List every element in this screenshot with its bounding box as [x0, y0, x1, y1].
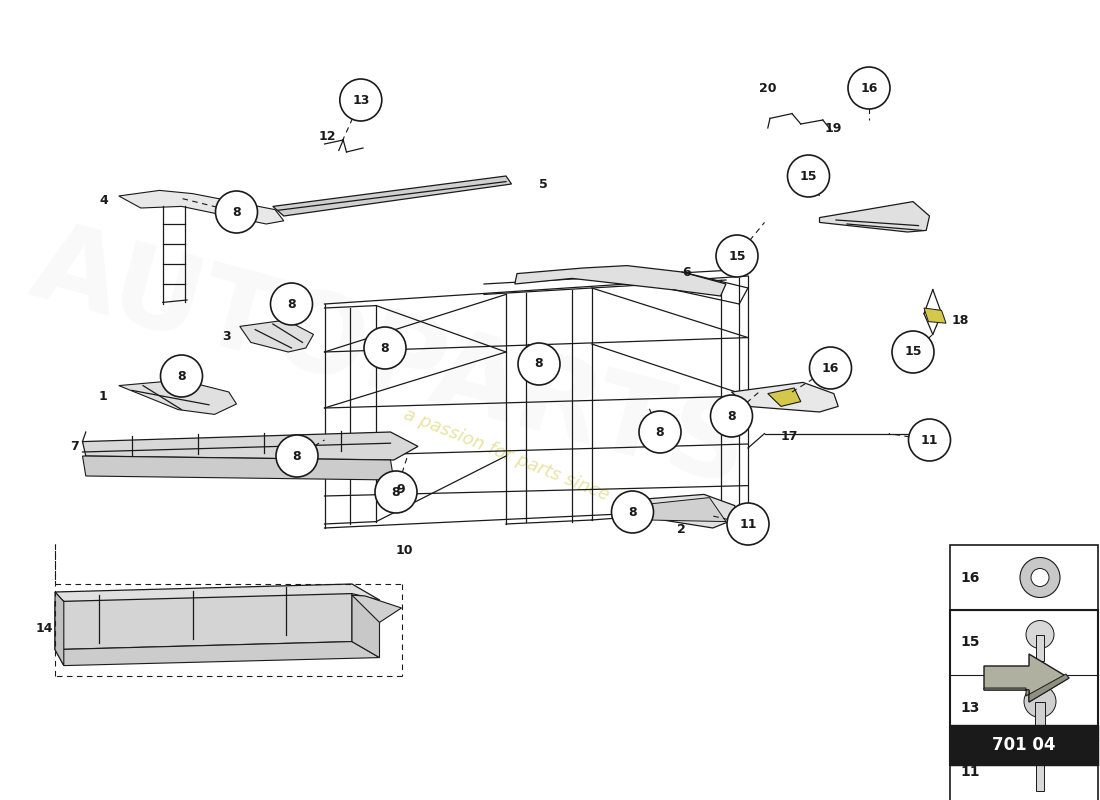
Polygon shape [632, 494, 737, 528]
Circle shape [711, 395, 752, 437]
Circle shape [276, 435, 318, 477]
Text: 19: 19 [825, 122, 843, 134]
Text: 7: 7 [70, 440, 79, 453]
Polygon shape [82, 432, 418, 460]
Text: 8: 8 [392, 486, 400, 498]
Text: 8: 8 [628, 506, 637, 518]
Text: 6: 6 [682, 266, 691, 278]
Polygon shape [984, 674, 1069, 702]
Text: 2: 2 [676, 523, 685, 536]
Text: 8: 8 [232, 206, 241, 218]
Circle shape [716, 235, 758, 277]
Polygon shape [55, 642, 380, 666]
Text: 15: 15 [960, 635, 980, 650]
Polygon shape [649, 498, 726, 522]
Circle shape [271, 283, 312, 325]
Text: AUTOPARTS: AUTOPARTS [20, 213, 760, 507]
Text: 11: 11 [960, 766, 980, 779]
Bar [1034, 754, 1046, 762]
Circle shape [639, 411, 681, 453]
Text: 8: 8 [535, 358, 543, 370]
Text: 9: 9 [396, 483, 405, 496]
Text: 701 04: 701 04 [992, 736, 1056, 754]
Polygon shape [55, 584, 380, 602]
Circle shape [1031, 569, 1049, 586]
Bar [950, 610, 1098, 765]
Text: a passion for parts since 1985: a passion for parts since 1985 [400, 406, 659, 524]
Text: 15: 15 [800, 170, 817, 182]
Bar [950, 725, 1098, 765]
Text: 8: 8 [727, 410, 736, 422]
Text: 3: 3 [222, 330, 231, 342]
Text: 20: 20 [759, 82, 777, 94]
Polygon shape [820, 202, 930, 232]
Polygon shape [119, 380, 236, 414]
Polygon shape [352, 594, 379, 658]
Bar [1035, 702, 1045, 726]
Polygon shape [924, 308, 946, 323]
Bar [950, 545, 1098, 800]
Text: 5: 5 [539, 178, 548, 190]
Text: 8: 8 [293, 450, 301, 462]
Circle shape [1026, 621, 1054, 649]
Polygon shape [119, 190, 284, 224]
Text: 12: 12 [319, 130, 337, 142]
Circle shape [848, 67, 890, 109]
Bar [1036, 762, 1044, 790]
Polygon shape [240, 320, 314, 352]
Text: 13: 13 [352, 94, 370, 106]
Circle shape [340, 79, 382, 121]
Polygon shape [55, 594, 352, 650]
Text: 16: 16 [822, 362, 839, 374]
Polygon shape [515, 266, 726, 296]
Circle shape [727, 503, 769, 545]
Text: 1: 1 [99, 390, 108, 402]
Text: 8: 8 [656, 426, 664, 438]
Text: 15: 15 [728, 250, 746, 262]
Text: 14: 14 [35, 622, 53, 634]
Circle shape [788, 155, 829, 197]
Text: 13: 13 [960, 701, 980, 714]
Circle shape [892, 331, 934, 373]
Circle shape [161, 355, 202, 397]
Polygon shape [732, 382, 838, 412]
Circle shape [1024, 686, 1056, 718]
Text: 11: 11 [739, 518, 757, 530]
Text: 16: 16 [960, 570, 980, 585]
Circle shape [518, 343, 560, 385]
Circle shape [909, 419, 950, 461]
Circle shape [216, 191, 257, 233]
Text: 10: 10 [396, 544, 414, 557]
Text: 17: 17 [781, 430, 799, 442]
Text: 8: 8 [177, 370, 186, 382]
Text: 8: 8 [381, 342, 389, 354]
Text: 18: 18 [952, 314, 969, 326]
Text: 15: 15 [904, 346, 922, 358]
Text: 4: 4 [99, 194, 108, 206]
Polygon shape [273, 176, 512, 216]
Polygon shape [55, 592, 64, 666]
Circle shape [364, 327, 406, 369]
Bar [1036, 634, 1044, 661]
Text: 8: 8 [287, 298, 296, 310]
Polygon shape [984, 654, 1069, 702]
Text: 11: 11 [921, 434, 938, 446]
Text: 16: 16 [860, 82, 878, 94]
Polygon shape [352, 595, 402, 622]
Polygon shape [768, 388, 801, 406]
Polygon shape [82, 456, 394, 480]
Circle shape [810, 347, 851, 389]
Circle shape [375, 471, 417, 513]
Circle shape [1020, 558, 1060, 598]
Circle shape [612, 491, 653, 533]
